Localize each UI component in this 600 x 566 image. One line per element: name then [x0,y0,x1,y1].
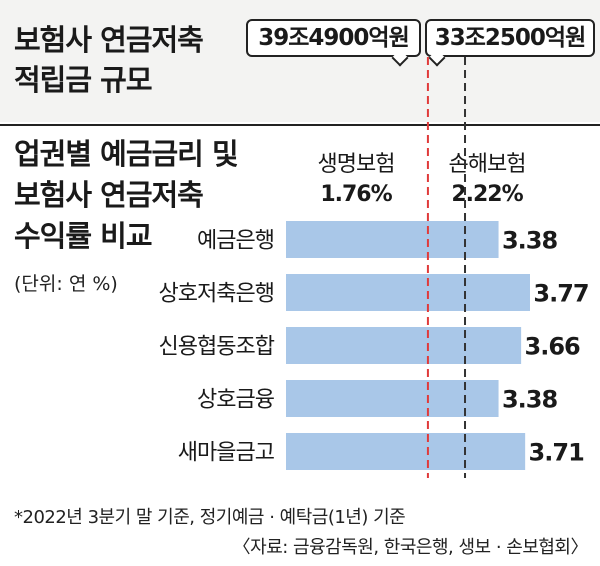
value-label: 3.71 [529,439,585,467]
category-label: 상호금융 [197,388,275,413]
footnote: *2022년 3분기 말 기준, 정기예금 · 예탁금(1년) 기준 [14,507,406,528]
value-label-background [498,379,561,418]
nonlife-insurance-reserve-callout: 33조2500억원 [425,19,595,67]
chart-title: 업권별 예금금리 및 보험사 연금저축 수익률 비교 [14,134,239,257]
life-insurance-reserve-callout: 39조4900억원 [246,19,421,67]
nonlife-insurance-header: 손해보험 2.22% [412,150,562,210]
value-label-background [498,220,561,259]
life-insurance-reserve-amount: 39조4900억원 [258,25,410,51]
nonlife-insurance-rate: 2.22% [451,182,523,207]
chart-title-line: 업권별 예금금리 및 [14,137,239,171]
chart-title-line: 수익률 비교 [14,219,152,253]
life-insurance-rate: 1.76% [320,182,392,207]
value-label: 3.77 [533,280,588,308]
category-label: 신용협동조합 [159,335,275,360]
reserve-title: 보험사 연금저축 적립금 규모 [14,20,204,100]
section-divider [0,124,600,126]
life-insurance-header: 생명보험 1.76% [281,150,431,210]
chart-title-line: 보험사 연금저축 [14,178,204,212]
value-label: 3.38 [502,227,558,255]
value-label: 3.66 [525,333,581,361]
value-label-background [521,326,584,365]
value-label-background [525,432,588,471]
unit-label: (단위: 연 %) [14,273,118,295]
nonlife-insurance-name: 손해보험 [448,152,527,177]
top-section: 보험사 연금저축 적립금 규모 39조4900억원 33조2500억원 [0,0,600,122]
category-label: 예금은행 [197,229,274,254]
source-note: 〈자료: 금융감독원, 한국은행, 생보 · 손보협회〉 [232,537,589,558]
nonlife-insurance-reserve-amount: 33조2500억원 [434,25,587,51]
value-label-background [530,273,592,312]
value-label: 3.38 [502,386,558,414]
category-label: 상호저축은행 [159,282,274,307]
life-insurance-name: 생명보험 [317,152,396,177]
reserve-title-line: 보험사 연금저축 [14,23,204,57]
reserve-title-line: 적립금 규모 [14,63,152,97]
category-label: 새마을금고 [178,441,275,466]
